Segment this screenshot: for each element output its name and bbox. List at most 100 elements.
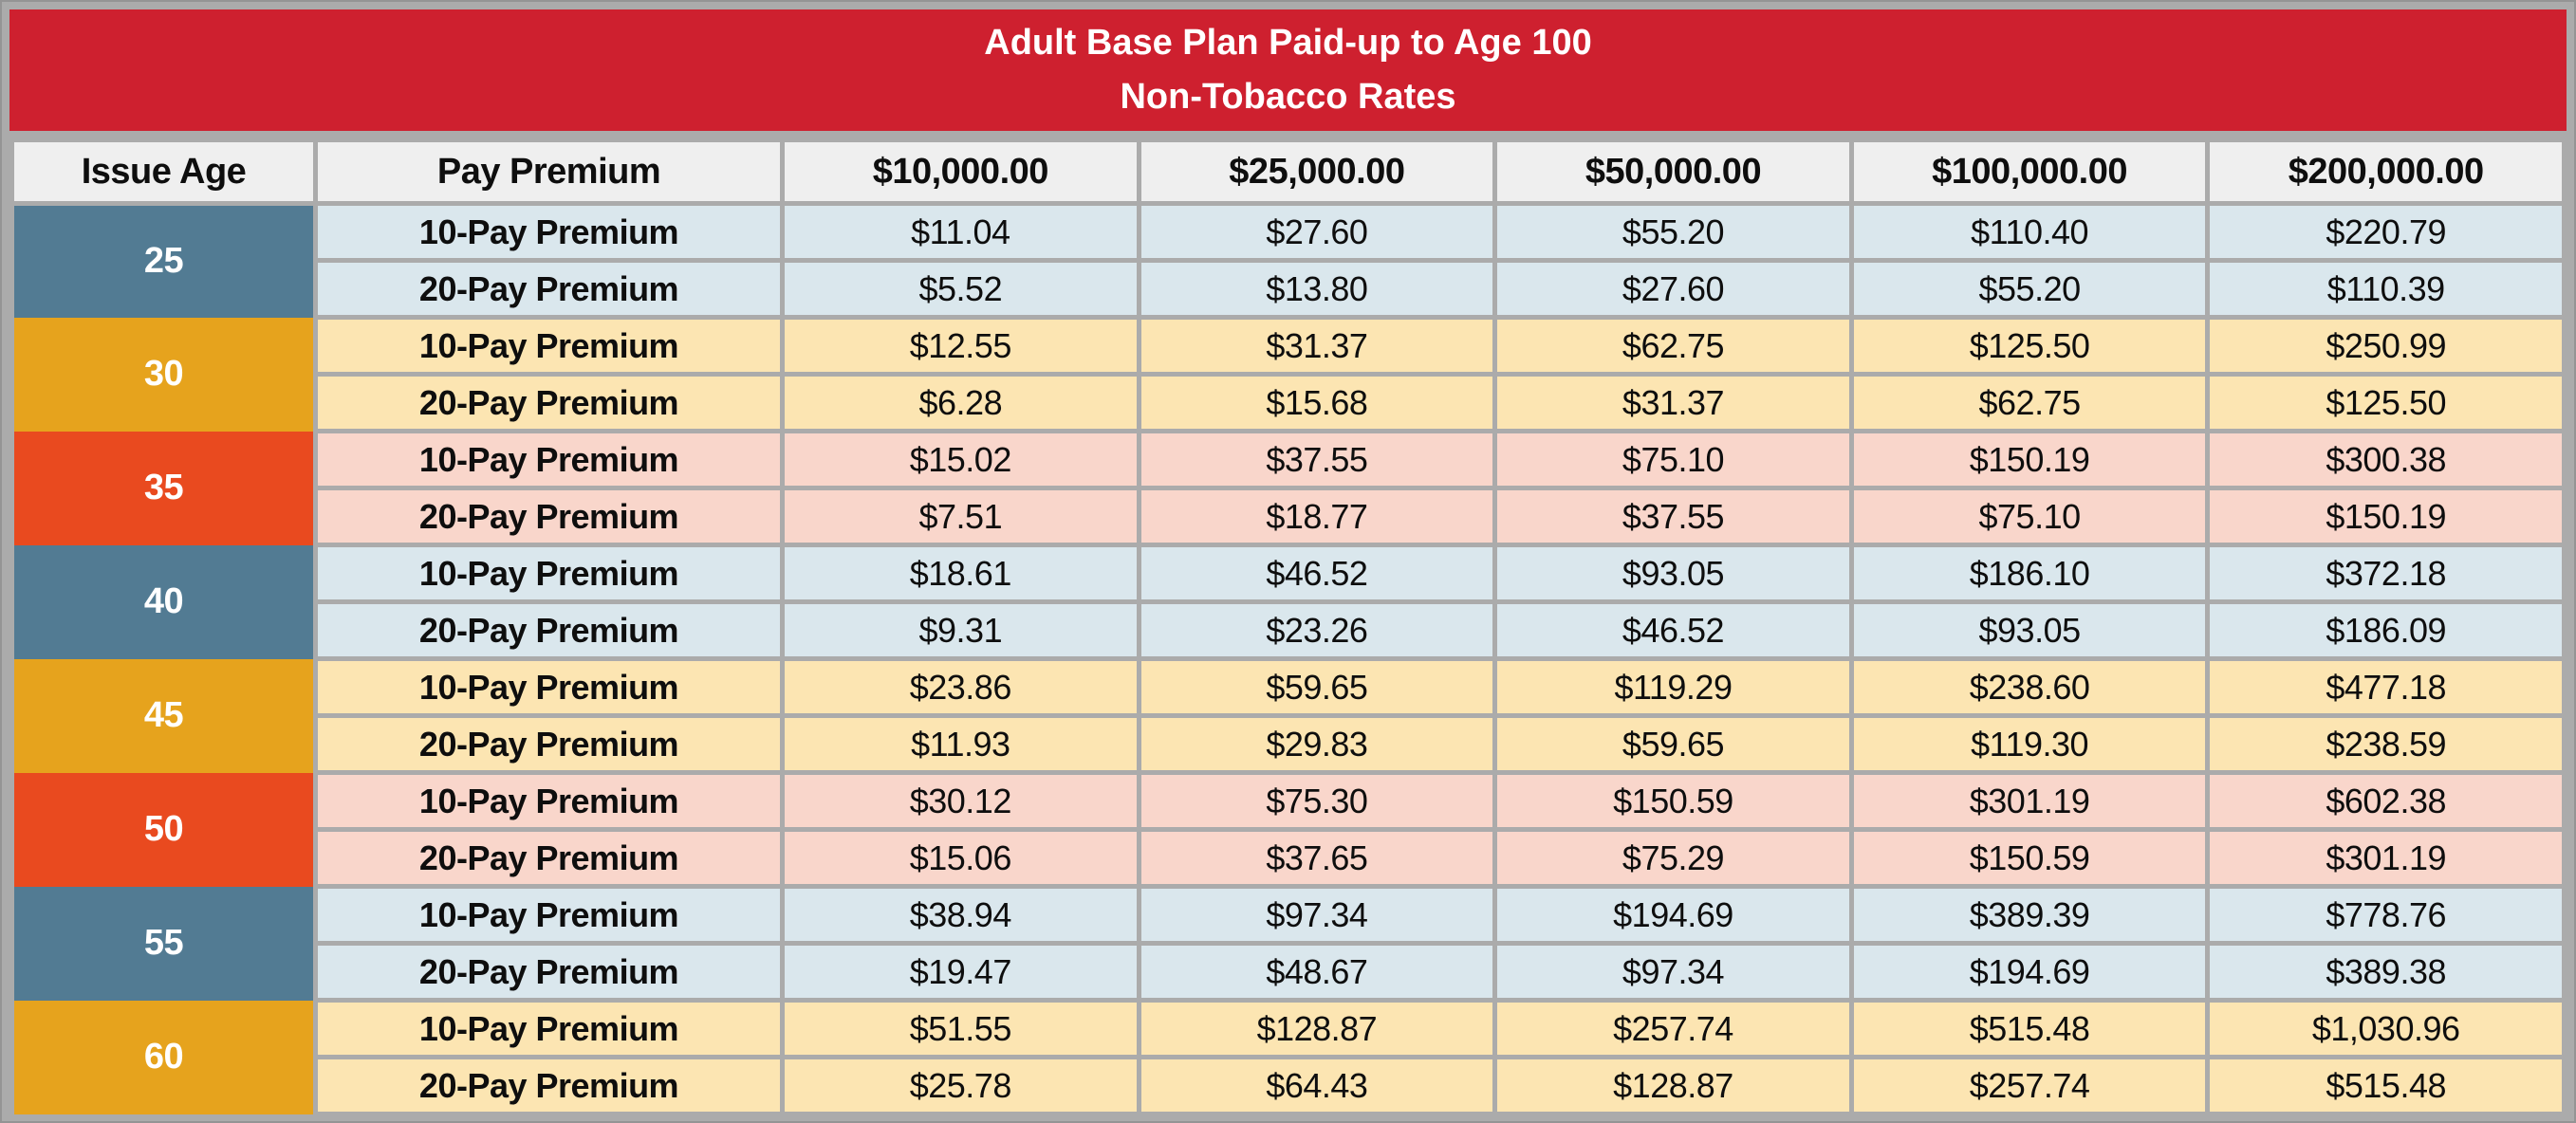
premium-value-cell: $29.83 <box>1136 713 1498 775</box>
premium-value-cell: $15.06 <box>780 827 1141 889</box>
premium-value-cell: $15.68 <box>1136 372 1498 433</box>
column-header-10000: $10,000.00 <box>780 138 1141 206</box>
premium-value-cell: $75.30 <box>1136 770 1498 832</box>
pay-premium-label-cell: 10-Pay Premium <box>313 884 785 946</box>
premium-value-cell: $9.31 <box>780 599 1141 661</box>
table-row: 20-Pay Premium $11.93 $29.83 $59.65 $119.30 $… <box>12 713 2567 775</box>
premium-value-cell: $389.39 <box>1848 884 2211 946</box>
rate-table-body: 25 10-Pay Premium $11.04 $27.60 $55.20 $110.4… <box>9 201 2567 1116</box>
pay-premium-label-cell: 20-Pay Premium <box>313 941 785 1003</box>
premium-value-cell: $37.55 <box>1492 486 1854 547</box>
premium-value-cell: $119.30 <box>1848 713 2211 775</box>
premium-value-cell: $257.74 <box>1848 1055 2211 1116</box>
premium-value-cell: $25.78 <box>780 1055 1141 1116</box>
premium-value-cell: $602.38 <box>2205 770 2567 832</box>
premium-value-cell: $18.77 <box>1136 486 1498 547</box>
premium-rate-table: Issue Age Pay Premium $10,000.00 $25,000… <box>9 138 2567 1116</box>
pay-premium-label-cell: 20-Pay Premium <box>313 486 785 547</box>
premium-value-cell: $300.38 <box>2205 429 2567 490</box>
premium-value-cell: $372.18 <box>2205 543 2567 604</box>
issue-age-cell: 45 <box>9 658 318 773</box>
premium-value-cell: $51.55 <box>780 998 1141 1059</box>
premium-value-cell: $7.51 <box>780 486 1141 547</box>
premium-value-cell: $515.48 <box>1848 998 2211 1059</box>
premium-value-cell: $186.09 <box>2205 599 2567 661</box>
table-row: 20-Pay Premium $7.51 $18.77 $37.55 $75.10 $15… <box>12 486 2567 547</box>
issue-age-cell: 40 <box>9 544 318 659</box>
premium-value-cell: $301.19 <box>1848 770 2211 832</box>
premium-value-cell: $194.69 <box>1848 941 2211 1003</box>
pay-premium-label-cell: 20-Pay Premium <box>313 827 785 889</box>
pay-premium-label-cell: 20-Pay Premium <box>313 599 785 661</box>
premium-value-cell: $23.26 <box>1136 599 1498 661</box>
premium-value-cell: $150.59 <box>1848 827 2211 889</box>
table-row: 45 10-Pay Premium $23.86 $59.65 $119.29 $238.… <box>9 656 2567 773</box>
premium-value-cell: $150.19 <box>2205 486 2567 547</box>
column-header-25000: $25,000.00 <box>1136 138 1498 206</box>
premium-value-cell: $238.59 <box>2205 713 2567 775</box>
premium-value-cell: $128.87 <box>1492 1055 1854 1116</box>
premium-value-cell: $125.50 <box>2205 372 2567 433</box>
table-row: 50 10-Pay Premium $30.12 $75.30 $150.59 $301.… <box>9 770 2567 887</box>
table-row: 20-Pay Premium $5.52 $13.80 $27.60 $55.20 $11… <box>12 258 2567 320</box>
premium-value-cell: $37.55 <box>1136 429 1498 490</box>
pay-premium-label-cell: 20-Pay Premium <box>313 258 785 320</box>
premium-value-cell: $97.34 <box>1492 941 1854 1003</box>
column-header-200000: $200,000.00 <box>2205 138 2567 206</box>
premium-value-cell: $257.74 <box>1492 998 1854 1059</box>
table-row: 25 10-Pay Premium $11.04 $27.60 $55.20 $110.4… <box>9 201 2567 318</box>
title-banner: Adult Base Plan Paid-up to Age 100 Non-T… <box>9 9 2567 131</box>
premium-value-cell: $11.04 <box>780 201 1141 263</box>
pay-premium-label-cell: 10-Pay Premium <box>313 770 785 832</box>
premium-value-cell: $75.10 <box>1848 486 2211 547</box>
table-row: 55 10-Pay Premium $38.94 $97.34 $194.69 $389.… <box>9 884 2567 1001</box>
premium-value-cell: $1,030.96 <box>2205 998 2567 1059</box>
premium-value-cell: $18.61 <box>780 543 1141 604</box>
table-row: 35 10-Pay Premium $15.02 $37.55 $75.10 $150.1… <box>9 429 2567 545</box>
pay-premium-label-cell: 10-Pay Premium <box>313 656 785 718</box>
premium-value-cell: $15.02 <box>780 429 1141 490</box>
premium-value-cell: $11.93 <box>780 713 1141 775</box>
pay-premium-label-cell: 10-Pay Premium <box>313 315 785 377</box>
pay-premium-label-cell: 10-Pay Premium <box>313 201 785 263</box>
premium-value-cell: $93.05 <box>1492 543 1854 604</box>
table-row: 60 10-Pay Premium $51.55 $128.87 $257.74 $515… <box>9 998 2567 1114</box>
pay-premium-label-cell: 20-Pay Premium <box>313 1055 785 1116</box>
premium-value-cell: $19.47 <box>780 941 1141 1003</box>
premium-value-cell: $59.65 <box>1492 713 1854 775</box>
premium-value-cell: $75.29 <box>1492 827 1854 889</box>
premium-value-cell: $778.76 <box>2205 884 2567 946</box>
table-row: 20-Pay Premium $19.47 $48.67 $97.34 $194.69 $… <box>12 941 2567 1003</box>
column-header-50000: $50,000.00 <box>1492 138 1854 206</box>
premium-value-cell: $93.05 <box>1848 599 2211 661</box>
premium-value-cell: $23.86 <box>780 656 1141 718</box>
premium-value-cell: $55.20 <box>1492 201 1854 263</box>
premium-value-cell: $27.60 <box>1136 201 1498 263</box>
page-subtitle: Non-Tobacco Rates <box>1120 77 1456 117</box>
premium-value-cell: $13.80 <box>1136 258 1498 320</box>
premium-value-cell: $128.87 <box>1136 998 1498 1059</box>
pay-premium-label-cell: 20-Pay Premium <box>313 372 785 433</box>
premium-value-cell: $12.55 <box>780 315 1141 377</box>
premium-value-cell: $125.50 <box>1848 315 2211 377</box>
column-header-pay-premium: Pay Premium <box>313 138 785 206</box>
issue-age-cell: 55 <box>9 886 318 1001</box>
premium-value-cell: $389.38 <box>2205 941 2567 1003</box>
premium-value-cell: $220.79 <box>2205 201 2567 263</box>
premium-value-cell: $119.29 <box>1492 656 1854 718</box>
premium-value-cell: $27.60 <box>1492 258 1854 320</box>
premium-value-cell: $46.52 <box>1492 599 1854 661</box>
premium-value-cell: $38.94 <box>780 884 1141 946</box>
premium-value-cell: $250.99 <box>2205 315 2567 377</box>
premium-value-cell: $46.52 <box>1136 543 1498 604</box>
table-row: 20-Pay Premium $6.28 $15.68 $31.37 $62.75 $12… <box>12 372 2567 433</box>
table-row: 20-Pay Premium $25.78 $64.43 $128.87 $257.74… <box>12 1055 2567 1116</box>
pay-premium-label-cell: 20-Pay Premium <box>313 713 785 775</box>
pay-premium-label-cell: 10-Pay Premium <box>313 543 785 604</box>
premium-value-cell: $515.48 <box>2205 1055 2567 1116</box>
column-header-issue-age: Issue Age <box>9 138 318 206</box>
issue-age-cell: 35 <box>9 431 318 545</box>
premium-value-cell: $31.37 <box>1136 315 1498 377</box>
premium-value-cell: $55.20 <box>1848 258 2211 320</box>
premium-value-cell: $62.75 <box>1848 372 2211 433</box>
